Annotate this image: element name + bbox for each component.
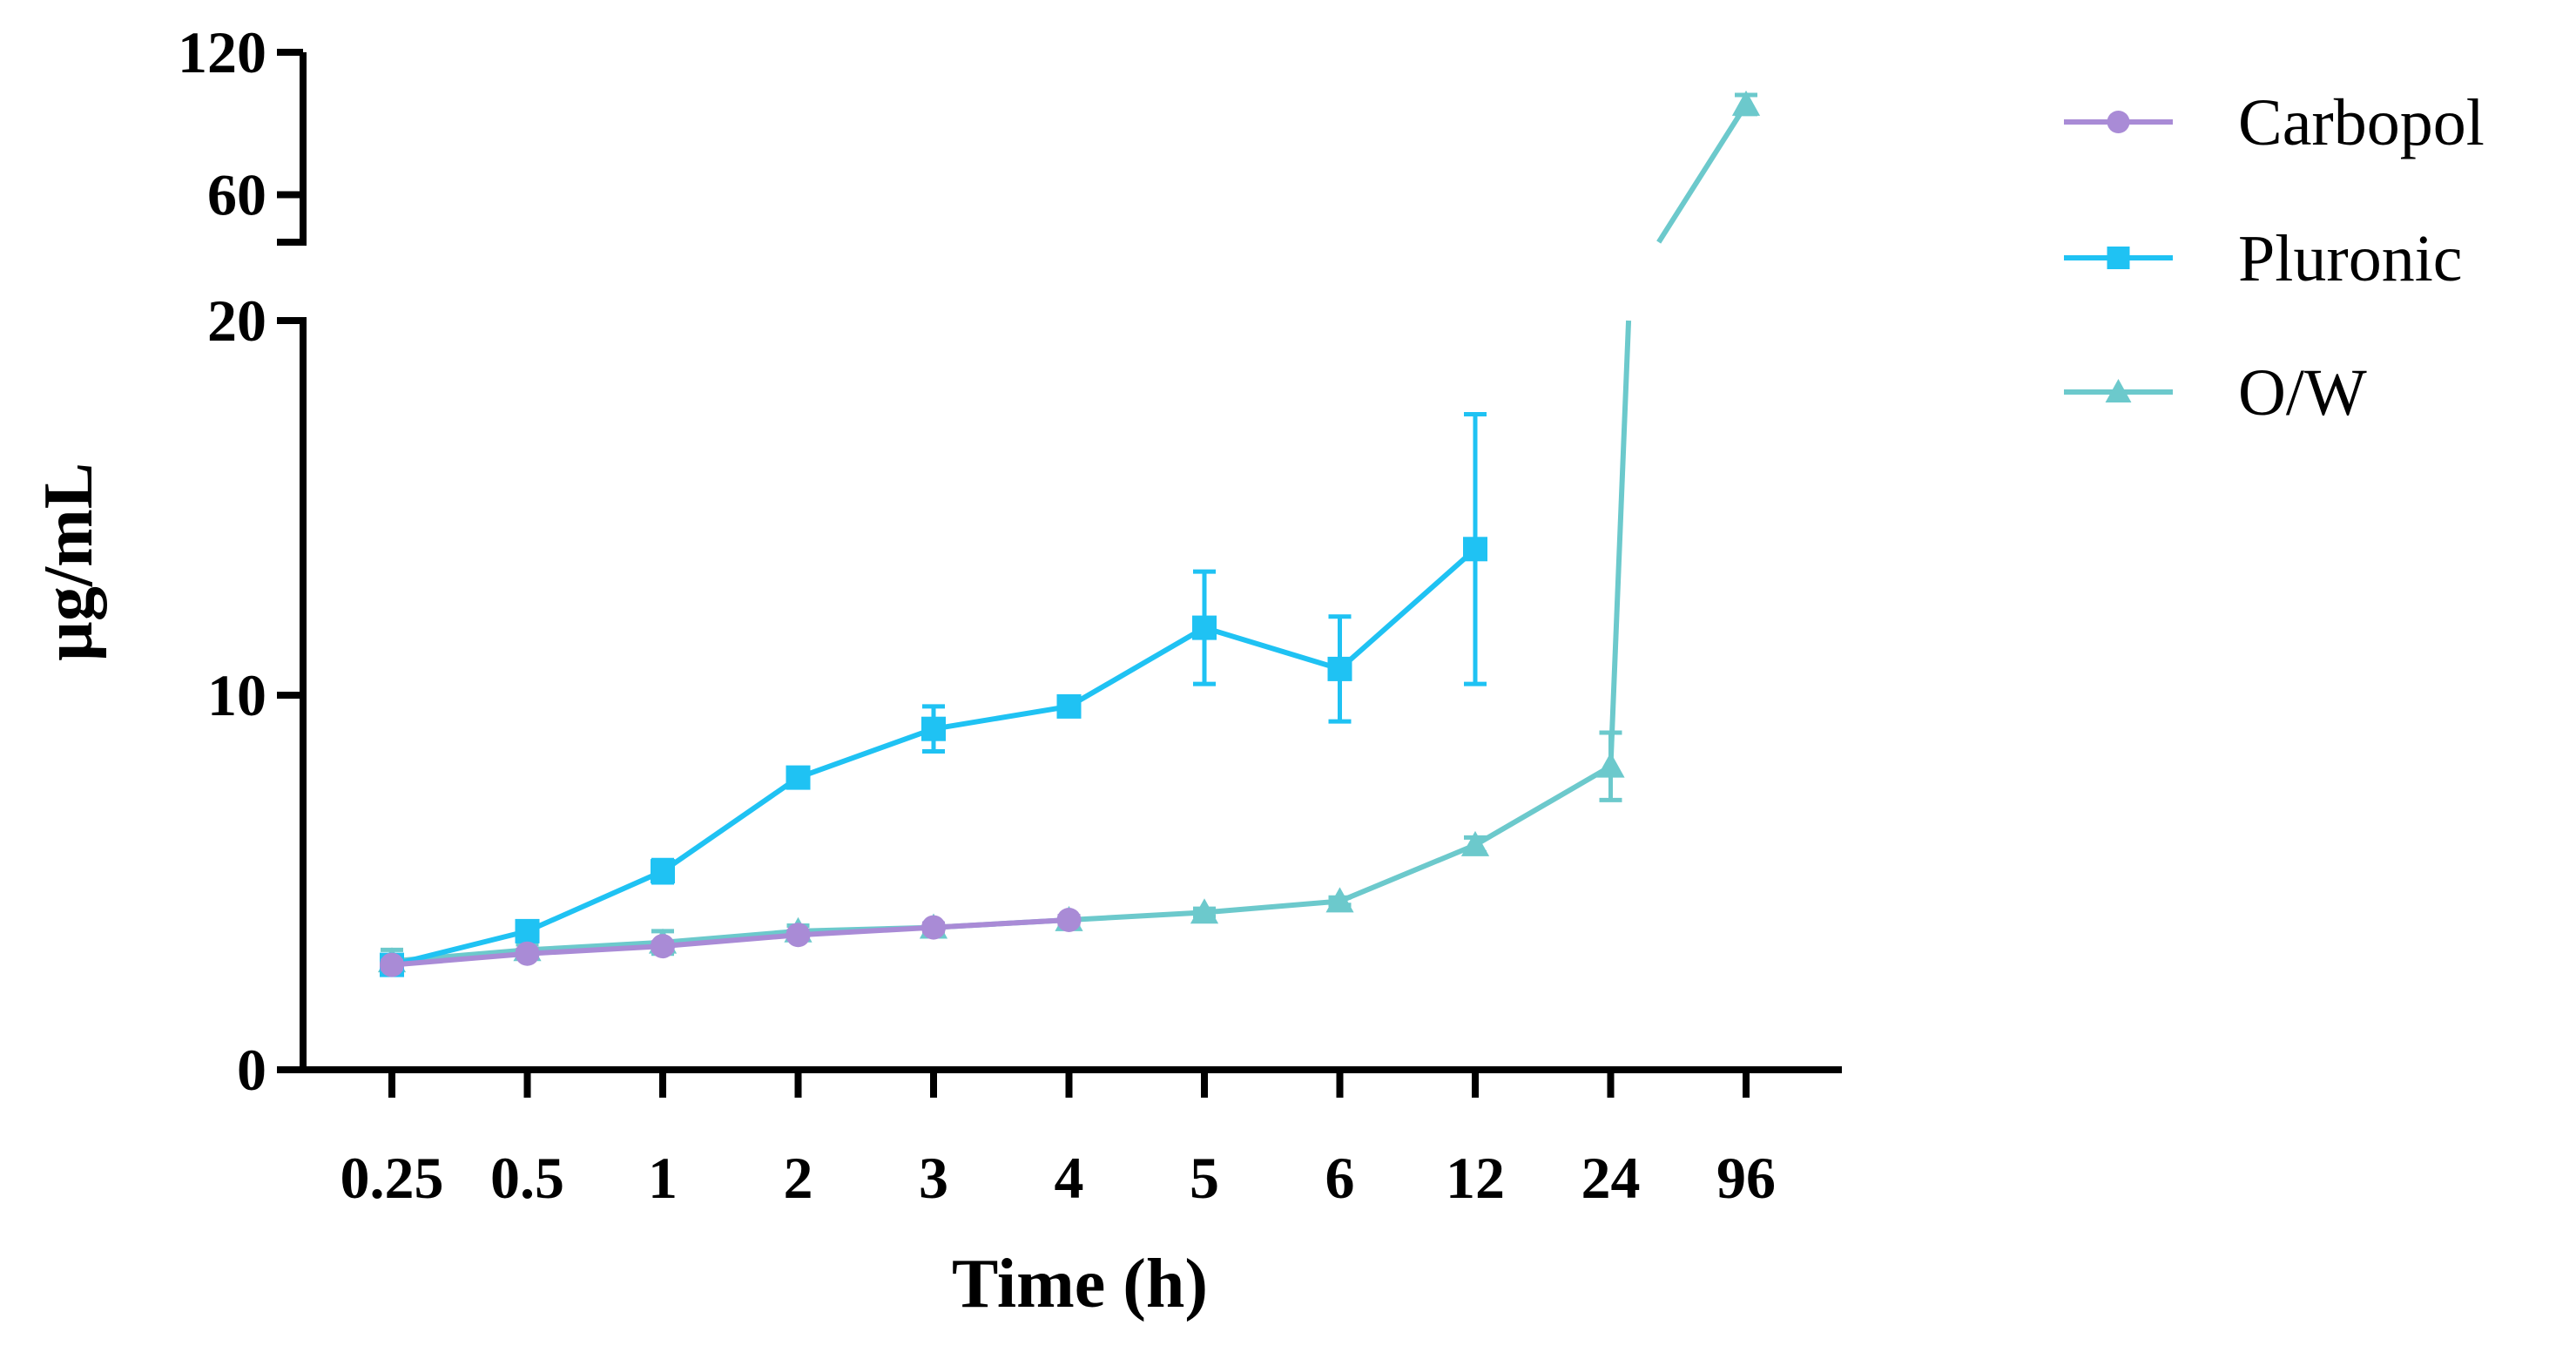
series-line — [1339, 842, 1477, 904]
series-o-w — [377, 90, 1761, 975]
series-line — [1338, 547, 1477, 672]
series-line — [527, 943, 664, 957]
series-carbopol — [380, 908, 1082, 977]
data-point — [1596, 752, 1625, 778]
y-tick-label: 60 — [207, 162, 266, 228]
data-point — [1056, 693, 1082, 719]
x-tick-label: 2 — [784, 1145, 813, 1211]
x-tick-label: 6 — [1325, 1145, 1355, 1211]
data-point — [651, 859, 675, 884]
legend-entry-pluronic: Pluronic — [2064, 222, 2463, 295]
series-line — [1067, 625, 1206, 709]
y-axis-title: µg/mL — [30, 463, 107, 661]
data-point — [1460, 830, 1490, 856]
series-line — [527, 939, 664, 953]
x-tick-label: 0.5 — [490, 1145, 564, 1211]
x-tick-label: 96 — [1716, 1145, 1776, 1211]
series-line — [1656, 103, 1749, 244]
series-layer — [377, 90, 1761, 977]
data-point — [1192, 615, 1217, 640]
y-tick-label: 20 — [207, 287, 266, 354]
x-axis-title: Time (h) — [952, 1246, 1208, 1322]
axes — [277, 49, 1842, 1098]
legend-marker — [2105, 379, 2132, 402]
series-line — [1608, 320, 1632, 767]
data-point — [786, 923, 811, 948]
x-tick-label: 4 — [1055, 1145, 1084, 1211]
series-line — [391, 950, 528, 968]
series-line — [933, 703, 1069, 732]
x-tick-label: 0.25 — [341, 1145, 444, 1211]
legend: Carbopol Pluronic O/W — [2064, 86, 2485, 429]
x-tick-label: 1 — [648, 1145, 678, 1211]
legend-label: Carbopol — [2238, 86, 2485, 159]
legend-entry-o-w: O/W — [2064, 356, 2367, 429]
legend-marker — [2107, 111, 2130, 133]
data-point — [1056, 908, 1082, 932]
legend-marker — [2107, 247, 2130, 269]
series-line — [1473, 764, 1613, 848]
series-line — [526, 869, 664, 934]
y-tick-label: 10 — [207, 662, 266, 728]
data-point — [515, 918, 540, 943]
data-point — [786, 765, 811, 790]
legend-label: O/W — [2238, 356, 2367, 429]
series-line — [662, 932, 799, 950]
series-line — [797, 726, 935, 781]
series-line — [798, 924, 934, 938]
data-point — [1463, 537, 1487, 562]
legend-entry-carbopol: Carbopol — [2064, 86, 2485, 159]
series-line — [933, 917, 1069, 930]
y-tick-label: 120 — [178, 19, 266, 85]
series-line — [662, 928, 799, 945]
series-line — [391, 928, 529, 968]
x-tick-label: 3 — [919, 1145, 948, 1211]
data-point — [1731, 90, 1761, 116]
data-point — [1327, 656, 1352, 681]
series-line — [1204, 625, 1341, 672]
x-tick-label: 24 — [1581, 1145, 1641, 1211]
series-line — [1069, 909, 1205, 923]
data-point — [921, 716, 946, 741]
series-line — [1204, 898, 1340, 916]
data-point — [651, 934, 675, 959]
data-point — [921, 915, 946, 940]
data-point — [1325, 887, 1354, 913]
x-tick-label: 12 — [1446, 1145, 1505, 1211]
y-tick-label: 0 — [237, 1037, 266, 1103]
data-point — [380, 952, 404, 977]
data-point — [515, 941, 540, 966]
series-line — [661, 775, 800, 874]
legend-label: Pluronic — [2238, 222, 2463, 295]
series-pluronic — [380, 412, 1487, 977]
x-tick-label: 5 — [1190, 1145, 1219, 1211]
data-point — [1190, 898, 1219, 924]
